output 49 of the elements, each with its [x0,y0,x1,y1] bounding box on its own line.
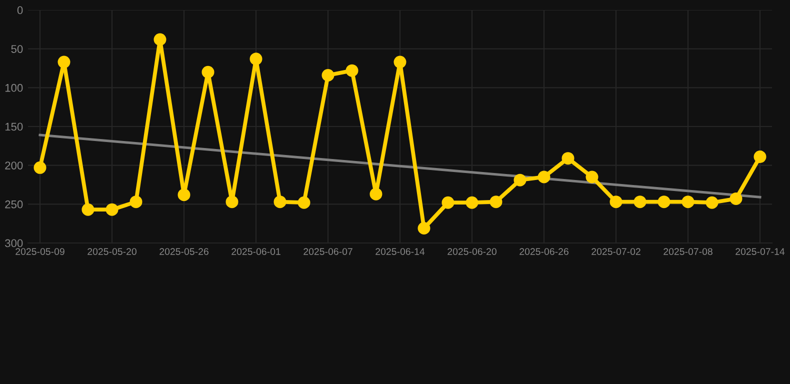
point [730,192,742,205]
point [82,203,94,216]
y-tick-label: 200 [5,162,23,170]
point [658,196,670,208]
x-tick-label: 2025-06-20 [448,248,496,255]
point [754,150,766,164]
x-tick-label: 2025-05-26 [160,248,208,255]
point [514,174,526,186]
point [58,56,70,68]
point [538,170,550,184]
y-tick-label: 150 [5,122,23,131]
point [106,203,118,216]
y-tick-label: 0 [17,6,23,14]
x-tick-label: 2025-05-20 [88,248,136,255]
point [418,222,430,234]
x-tick-label: 2025-05-09 [16,248,64,255]
point [442,196,454,209]
point [202,66,214,78]
x-tick-label: 2025-06-14 [376,248,425,255]
point [298,196,310,209]
point [490,196,502,208]
point [322,68,334,82]
point [586,170,598,184]
point [394,56,406,68]
y-tick-label: 250 [5,200,23,208]
point [370,188,382,200]
point [226,196,238,208]
x-tick-label: 2025-06-01 [232,248,280,255]
point [562,152,574,165]
y-tick-label: 100 [5,84,23,92]
point [130,196,142,208]
point [154,33,166,46]
x-tick-label: 2025-07-08 [664,248,712,255]
point [178,188,190,202]
point [466,196,478,209]
point [346,64,358,77]
point [634,196,646,208]
y-tick-label: 300 [5,239,23,248]
point [250,52,262,66]
x-tick-label: 2025-06-26 [520,248,568,255]
x-tick-label: 2025-07-02 [592,248,640,255]
point [682,196,694,208]
point [706,196,718,209]
x-tick-label: 2025-06-07 [304,248,352,255]
point [274,196,286,208]
point [610,196,622,208]
point [34,161,46,174]
x-tick-label: 2025-07-14 [736,248,785,255]
y-tick-label: 50 [11,45,23,53]
